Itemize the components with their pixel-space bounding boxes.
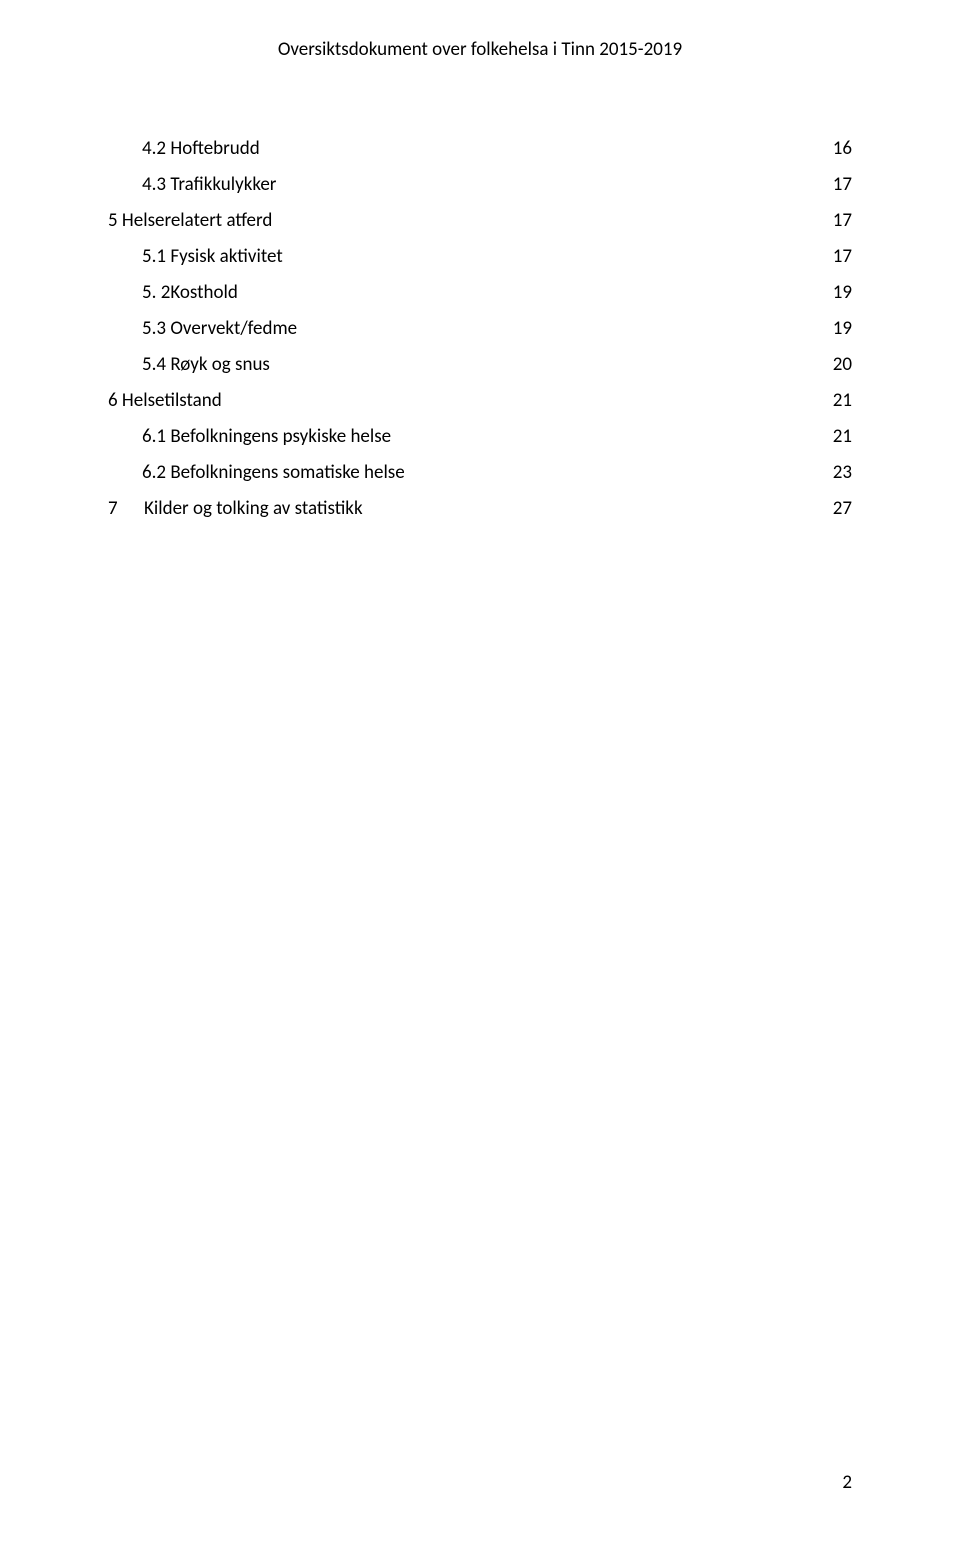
toc-page: 19 [833, 283, 852, 302]
toc-section-title: Kilder og tolking av statistikk [144, 497, 363, 520]
toc-label: 6 Helsetilstand [108, 391, 222, 410]
toc-entry: 5.1 Fysisk aktivitet 17 [108, 247, 852, 266]
toc-page: 17 [833, 211, 852, 230]
toc-page: 16 [833, 139, 852, 158]
toc-section-number: 7 [108, 499, 144, 518]
toc-label: 5 Helserelatert atferd [108, 211, 272, 230]
toc-entry: 6.1 Befolkningens psykiske helse 21 [108, 427, 852, 446]
toc-label: 4.3 Trafikkulykker [142, 175, 276, 194]
toc-page: 23 [833, 463, 852, 482]
toc-page: 21 [833, 427, 852, 446]
toc-label: 4.2 Hoftebrudd [142, 139, 260, 158]
toc-label: 5.1 Fysisk aktivitet [142, 247, 283, 266]
toc-page: 21 [833, 391, 852, 410]
table-of-contents: 4.2 Hoftebrudd 16 4.3 Trafikkulykker 17 … [108, 139, 852, 518]
toc-label: 5.3 Overvekt/fedme [142, 319, 297, 338]
toc-entry: 6 Helsetilstand 21 [108, 391, 852, 410]
document-page: Oversiktsdokument over folkehelsa i Tinn… [0, 0, 960, 1546]
toc-entry: 6.2 Befolkningens somatiske helse 23 [108, 463, 852, 482]
toc-page: 20 [833, 355, 852, 374]
toc-entry: 5.4 Røyk og snus 20 [108, 355, 852, 374]
toc-entry: 4.3 Trafikkulykker 17 [108, 175, 852, 194]
toc-page: 27 [833, 499, 852, 518]
toc-label: 5. 2Kosthold [142, 283, 238, 302]
toc-entry: 5. 2Kosthold 19 [108, 283, 852, 302]
toc-label: 6.2 Befolkningens somatiske helse [142, 463, 405, 482]
toc-entry: 4.2 Hoftebrudd 16 [108, 139, 852, 158]
page-number: 2 [842, 1471, 852, 1494]
toc-label: 7Kilder og tolking av statistikk [108, 499, 363, 518]
toc-page: 19 [833, 319, 852, 338]
toc-entry: 5.3 Overvekt/fedme 19 [108, 319, 852, 338]
toc-page: 17 [833, 175, 852, 194]
toc-label: 6.1 Befolkningens psykiske helse [142, 427, 391, 446]
toc-entry: 5 Helserelatert atferd 17 [108, 211, 852, 230]
toc-page: 17 [833, 247, 852, 266]
toc-label: 5.4 Røyk og snus [142, 355, 270, 374]
page-header-title: Oversiktsdokument over folkehelsa i Tinn… [108, 38, 852, 61]
toc-entry: 7Kilder og tolking av statistikk 27 [108, 499, 852, 518]
